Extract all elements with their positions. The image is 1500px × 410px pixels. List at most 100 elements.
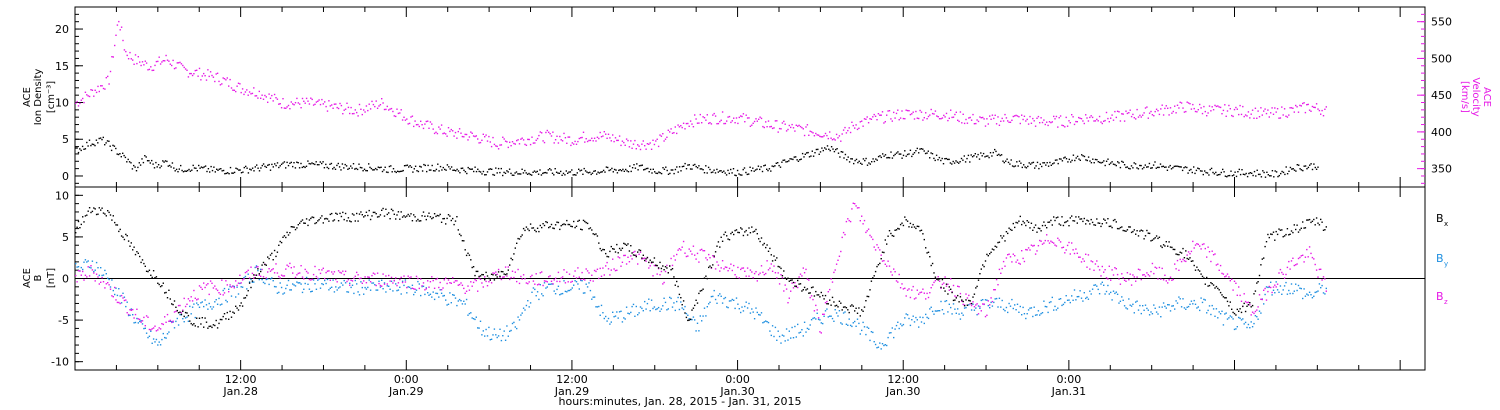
density-point bbox=[689, 168, 692, 170]
density-point bbox=[982, 152, 985, 155]
bx-point bbox=[294, 228, 297, 231]
bz-point bbox=[275, 263, 277, 265]
density-point bbox=[1021, 166, 1023, 169]
density-point bbox=[702, 169, 704, 171]
bz-point bbox=[753, 272, 756, 275]
velocity-point bbox=[1275, 111, 1277, 113]
by-point bbox=[282, 293, 284, 295]
velocity-point bbox=[307, 100, 309, 102]
density-point bbox=[464, 171, 467, 173]
by-point bbox=[311, 290, 313, 292]
bx-point bbox=[1274, 239, 1276, 241]
bz-point bbox=[635, 254, 637, 256]
bx-point bbox=[83, 221, 85, 223]
bz-point bbox=[535, 273, 537, 275]
bx-point bbox=[372, 211, 375, 214]
velocity-point bbox=[98, 90, 100, 93]
velocity-point bbox=[201, 75, 203, 77]
bz-point bbox=[189, 300, 191, 302]
density-point bbox=[801, 152, 804, 155]
bz-point bbox=[826, 300, 828, 303]
bx-point bbox=[1086, 219, 1088, 221]
density-point bbox=[488, 168, 490, 171]
bx-point bbox=[1001, 237, 1003, 239]
density-point bbox=[1067, 161, 1069, 163]
bx-point bbox=[543, 224, 546, 227]
bz-point bbox=[272, 268, 274, 270]
bz-point bbox=[905, 295, 907, 297]
density-point bbox=[886, 157, 888, 159]
by-point bbox=[635, 305, 637, 308]
density-point bbox=[918, 152, 920, 154]
bz-point bbox=[543, 280, 546, 282]
bx-point bbox=[1050, 219, 1052, 222]
bz-point bbox=[994, 289, 996, 291]
velocity-point bbox=[922, 119, 924, 121]
bx-point bbox=[157, 282, 159, 284]
bx-point bbox=[212, 324, 215, 326]
velocity-point bbox=[977, 120, 980, 123]
bz-point bbox=[929, 292, 931, 294]
density-point bbox=[1281, 170, 1283, 173]
density-point bbox=[596, 173, 598, 175]
bz-point bbox=[1097, 265, 1099, 268]
density-point bbox=[1201, 170, 1203, 172]
by-point bbox=[970, 309, 973, 311]
bx-point bbox=[637, 251, 639, 253]
velocity-point bbox=[720, 119, 722, 121]
velocity-point bbox=[1082, 120, 1084, 122]
density-point bbox=[662, 167, 664, 169]
bx-point bbox=[446, 217, 448, 220]
density-point bbox=[370, 167, 373, 170]
density-point bbox=[1141, 168, 1144, 170]
bz-point bbox=[258, 274, 260, 276]
bz-point bbox=[972, 301, 974, 303]
velocity-point bbox=[102, 87, 105, 90]
density-point bbox=[1213, 173, 1216, 175]
velocity-point bbox=[894, 117, 896, 119]
bz-point bbox=[436, 277, 439, 280]
velocity-point bbox=[1168, 114, 1170, 116]
velocity-point bbox=[525, 144, 528, 146]
bx-point bbox=[467, 252, 469, 254]
bz-point bbox=[246, 271, 248, 273]
density-point bbox=[561, 174, 563, 176]
density-point bbox=[1104, 164, 1106, 167]
by-point bbox=[801, 329, 803, 331]
velocity-point bbox=[1002, 120, 1005, 122]
bz-point bbox=[368, 276, 370, 278]
bx-point bbox=[621, 247, 624, 249]
bx-point bbox=[1032, 229, 1034, 231]
bx-point bbox=[248, 282, 251, 284]
velocity-point bbox=[674, 126, 676, 128]
density-point bbox=[940, 159, 942, 162]
bx-point bbox=[381, 209, 383, 211]
bz-point bbox=[1121, 273, 1123, 275]
bz-point bbox=[776, 277, 778, 279]
velocity-point bbox=[222, 77, 224, 79]
density-point bbox=[293, 162, 295, 164]
by-point bbox=[1238, 316, 1240, 319]
bx-point bbox=[77, 220, 80, 223]
bx-point bbox=[797, 279, 799, 282]
velocity-point bbox=[1043, 119, 1045, 121]
bz-point bbox=[624, 254, 626, 257]
density-point bbox=[456, 168, 458, 171]
velocity-point bbox=[161, 61, 163, 63]
bz-point bbox=[854, 203, 856, 205]
by-point bbox=[240, 286, 242, 288]
density-point bbox=[1050, 164, 1052, 166]
density-point bbox=[741, 174, 743, 176]
by-point bbox=[1276, 289, 1279, 291]
density-point bbox=[227, 172, 229, 174]
density-point bbox=[442, 166, 444, 169]
density-point bbox=[862, 158, 865, 160]
by-point bbox=[432, 291, 434, 293]
velocity-point bbox=[962, 113, 964, 115]
by-point bbox=[97, 267, 99, 269]
density-point bbox=[1157, 166, 1159, 169]
bx-point bbox=[1285, 233, 1287, 236]
density-point bbox=[486, 171, 489, 173]
by-point bbox=[607, 317, 610, 320]
by-point bbox=[791, 326, 793, 329]
